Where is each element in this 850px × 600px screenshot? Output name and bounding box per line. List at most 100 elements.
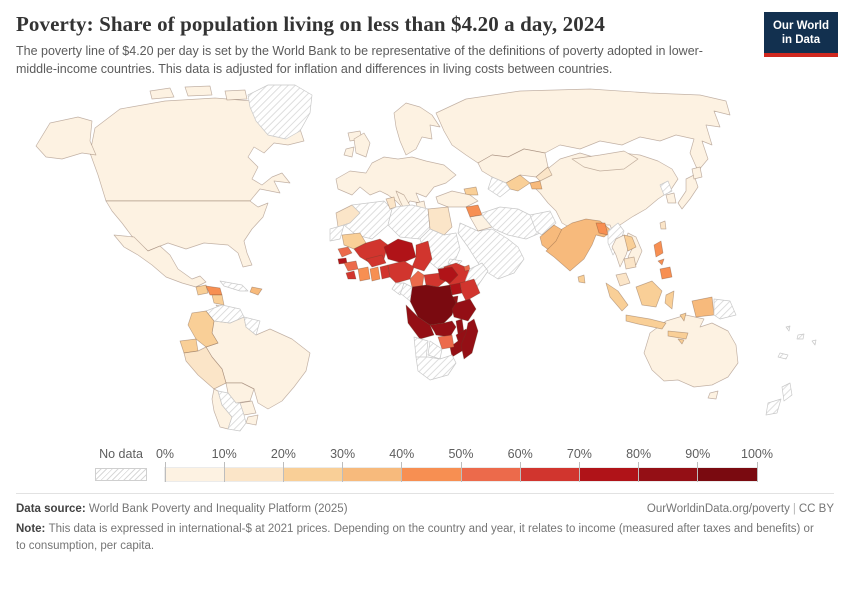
region-taiwan[interactable] (659, 220, 667, 230)
region-canada-arctic-1[interactable] (149, 87, 175, 100)
region-south-africa[interactable] (415, 354, 457, 381)
region-lesser-sunda[interactable] (667, 330, 689, 340)
region-new-zealand-north[interactable] (781, 382, 793, 402)
region-south-sudan[interactable] (437, 266, 459, 284)
region-egypt[interactable] (427, 206, 453, 236)
legend-bin[interactable] (638, 467, 698, 481)
legend-bin[interactable] (520, 467, 580, 481)
region-malaysia[interactable] (615, 272, 631, 287)
region-maluku[interactable] (679, 312, 687, 322)
region-algeria[interactable] (343, 200, 393, 240)
region-mexico[interactable] (113, 234, 207, 288)
region-uruguay[interactable] (245, 414, 259, 426)
region-kyrgyzstan[interactable] (535, 166, 553, 182)
region-philippines-luzon[interactable] (653, 240, 664, 258)
legend-bin[interactable] (461, 467, 521, 481)
legend-bin[interactable] (165, 467, 225, 481)
region-nicaragua[interactable] (211, 294, 225, 306)
region-borneo[interactable] (635, 280, 663, 308)
region-papua-new-guinea[interactable] (713, 298, 737, 320)
region-cuba[interactable] (219, 280, 249, 292)
legend-bin[interactable] (342, 467, 402, 481)
region-canada-arctic-2[interactable] (184, 85, 213, 97)
region-alaska[interactable] (35, 116, 97, 160)
owid-link[interactable]: OurWorldinData.org/poverty (646, 502, 790, 515)
region-south-korea[interactable] (665, 192, 677, 204)
region-burkina-faso[interactable] (365, 254, 387, 268)
region-europe-mainland[interactable] (335, 156, 457, 210)
region-scandinavia[interactable] (393, 102, 441, 156)
region-ecuador[interactable] (179, 338, 199, 354)
owid-logo[interactable]: Our World in Data (763, 12, 838, 57)
region-greenland[interactable] (247, 84, 313, 140)
region-cote-divoire[interactable] (357, 266, 371, 282)
region-australia[interactable] (643, 314, 739, 388)
region-new-caledonia[interactable] (777, 352, 789, 360)
region-cambodia[interactable] (623, 256, 637, 270)
region-namibia[interactable] (413, 336, 429, 360)
region-western-sahara[interactable] (329, 224, 345, 242)
legend-bin[interactable] (579, 467, 639, 481)
region-honduras[interactable] (205, 285, 223, 296)
region-north-korea[interactable] (659, 180, 673, 196)
region-libya[interactable] (387, 204, 431, 240)
region-united-states[interactable] (105, 200, 269, 268)
region-madagascar[interactable] (460, 318, 479, 360)
region-japan-hokkaido[interactable] (691, 166, 703, 180)
region-niger[interactable] (383, 238, 417, 264)
region-ireland[interactable] (343, 146, 355, 158)
region-guatemala[interactable] (195, 284, 209, 296)
region-sumatra[interactable] (605, 282, 629, 312)
region-gabon[interactable] (391, 282, 405, 296)
region-turkmenistan[interactable] (487, 176, 511, 198)
region-colombia[interactable] (187, 310, 219, 348)
region-zimbabwe[interactable] (437, 334, 455, 350)
legend-bin[interactable] (283, 467, 343, 481)
region-ghana[interactable] (369, 266, 381, 282)
region-pacific-island-2[interactable] (785, 325, 791, 332)
region-russia[interactable] (435, 88, 731, 172)
region-kenya[interactable] (459, 278, 481, 302)
region-azerbaijan[interactable] (463, 186, 479, 196)
region-chad[interactable] (411, 240, 433, 272)
region-laos[interactable] (623, 234, 637, 252)
region-argentina[interactable] (217, 390, 247, 432)
region-new-zealand-south[interactable] (765, 398, 782, 416)
region-java[interactable] (625, 314, 667, 330)
region-pacific-island-3[interactable] (811, 339, 817, 346)
legend-bin[interactable] (224, 467, 284, 481)
region-mongolia[interactable] (571, 150, 639, 172)
region-canada-arctic-3[interactable] (224, 89, 248, 101)
region-turkey[interactable] (435, 190, 479, 208)
region-guyanas[interactable] (243, 316, 261, 336)
region-tasmania[interactable] (707, 390, 719, 400)
region-senegal[interactable] (337, 246, 353, 258)
region-philippines-visayas[interactable] (657, 258, 665, 266)
region-philippines-mindanao[interactable] (659, 266, 673, 280)
legend-bin[interactable] (401, 467, 462, 481)
no-data-swatch[interactable] (95, 467, 147, 481)
region-timor[interactable] (677, 338, 685, 345)
data-source-label: Data source: (16, 502, 89, 515)
region-papua-indonesia[interactable] (691, 296, 715, 318)
region-angola[interactable] (405, 304, 435, 340)
region-sulawesi[interactable] (664, 290, 675, 310)
legend-bin[interactable] (697, 467, 758, 481)
region-japan-honshu[interactable] (677, 174, 699, 210)
region-peru[interactable] (183, 346, 227, 390)
region-zambia[interactable] (429, 320, 457, 338)
region-afghanistan[interactable] (529, 210, 557, 236)
region-sierra-leone-liberia[interactable] (345, 270, 357, 280)
region-sri-lanka[interactable] (577, 274, 586, 284)
region-tanzania[interactable] (451, 298, 477, 322)
region-hispaniola[interactable] (249, 286, 263, 296)
region-tajikistan[interactable] (529, 180, 543, 190)
region-arabian-peninsula[interactable] (457, 222, 525, 280)
region-guinea[interactable] (343, 260, 359, 272)
region-djibouti[interactable] (463, 264, 471, 272)
region-pacific-island-1[interactable] (796, 333, 805, 340)
region-united-kingdom[interactable] (353, 132, 371, 158)
license-label[interactable]: CC BY (798, 502, 834, 515)
region-cameroon[interactable] (409, 270, 425, 290)
region-iran[interactable] (481, 206, 541, 240)
